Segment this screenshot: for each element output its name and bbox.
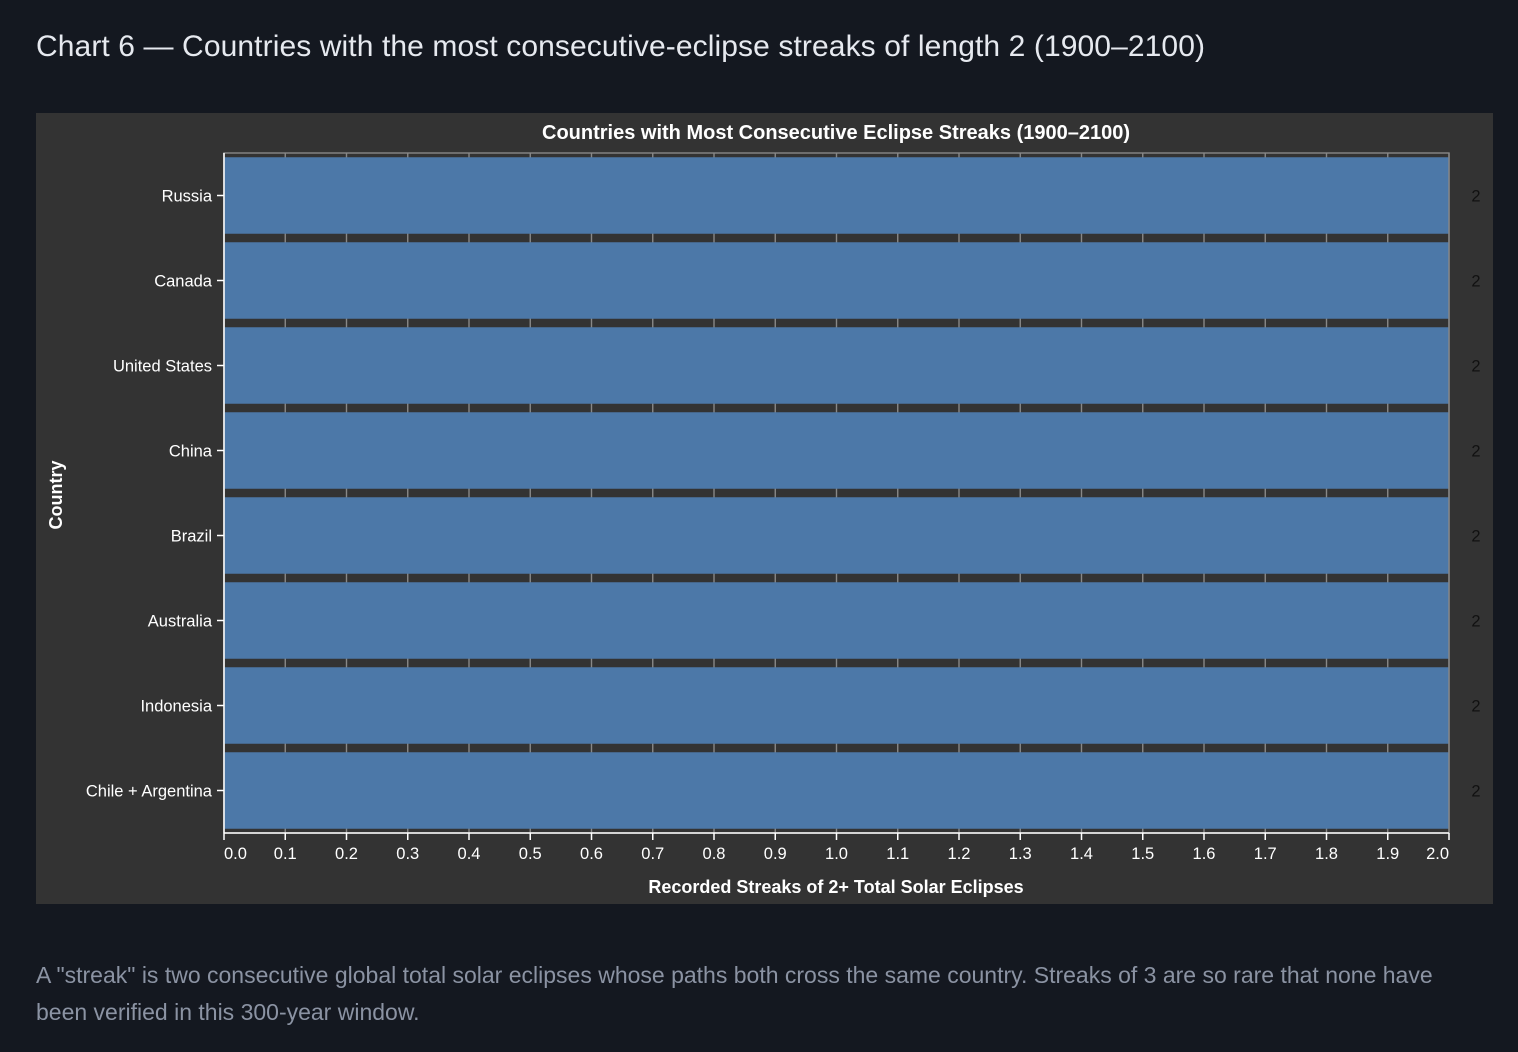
chart-title: Countries with Most Consecutive Eclipse …	[542, 122, 1130, 144]
x-tick-label: 1.5	[1131, 845, 1154, 863]
y-tick-label: Russia	[162, 188, 213, 206]
x-tick-label: 1.4	[1070, 845, 1093, 863]
data-labels: 2 2 2 2 2 2 2 2	[1471, 188, 1480, 801]
x-tick-label: 0.2	[335, 845, 358, 863]
data-label: 2	[1471, 188, 1480, 206]
x-tick-label: 1.0	[825, 845, 848, 863]
y-tick-label: Chile + Argentina	[86, 783, 213, 801]
y-tick-label: Indonesia	[140, 698, 212, 716]
x-tick-label: 0.3	[396, 845, 419, 863]
chart-caption: A "streak" is two consecutive global tot…	[36, 962, 1433, 1025]
y-tick-label: Australia	[148, 613, 213, 631]
x-tick-label: 2.0	[1426, 845, 1449, 863]
y-tick-label: Brazil	[171, 528, 212, 546]
bars	[224, 157, 1449, 829]
bar-chart: Countries with Most Consecutive Eclipse …	[46, 122, 1481, 897]
bar-australia	[224, 582, 1449, 659]
y-tick-label: United States	[113, 358, 212, 376]
x-tick-label: 1.2	[948, 845, 971, 863]
data-label: 2	[1471, 698, 1480, 716]
data-label: 2	[1471, 528, 1480, 546]
bar-china	[224, 412, 1449, 489]
data-label: 2	[1471, 443, 1480, 461]
bar-united-states	[224, 327, 1449, 404]
data-label: 2	[1471, 358, 1480, 376]
x-tick-label: 0.0	[224, 845, 247, 863]
x-tick-label: 0.6	[580, 845, 603, 863]
x-tick-label: 0.5	[519, 845, 542, 863]
bar-russia	[224, 157, 1449, 234]
x-tick-label: 1.7	[1254, 845, 1277, 863]
y-axis-title: Country	[46, 461, 66, 530]
data-label: 2	[1471, 273, 1480, 291]
x-tick-label: 1.1	[886, 845, 909, 863]
axes: Russia Canada United States China Brazil Aust…	[86, 152, 1450, 863]
x-tick-label: 0.4	[458, 845, 481, 863]
x-tick-label: 1.3	[1009, 845, 1032, 863]
x-tick-label: 0.1	[274, 845, 297, 863]
chart-panel: Countries with Most Consecutive Eclipse …	[36, 113, 1493, 904]
x-tick-label: 0.7	[641, 845, 664, 863]
bar-brazil	[224, 497, 1449, 574]
x-tick-label: 1.9	[1376, 845, 1399, 863]
x-tick-label: 0.9	[764, 845, 787, 863]
y-tick-label: China	[169, 443, 213, 461]
bar-canada	[224, 242, 1449, 319]
x-tick-label: 1.6	[1193, 845, 1216, 863]
data-label: 2	[1471, 783, 1480, 801]
data-label: 2	[1471, 613, 1480, 631]
x-axis-title: Recorded Streaks of 2+ Total Solar Eclip…	[648, 877, 1023, 897]
bar-chile-argentina	[224, 752, 1449, 829]
y-tick-label: Canada	[154, 273, 213, 291]
page-title: Chart 6 — Countries with the most consec…	[36, 30, 1206, 63]
x-tick-label: 0.8	[703, 845, 726, 863]
bar-indonesia	[224, 667, 1449, 744]
x-tick-label: 1.8	[1315, 845, 1338, 863]
